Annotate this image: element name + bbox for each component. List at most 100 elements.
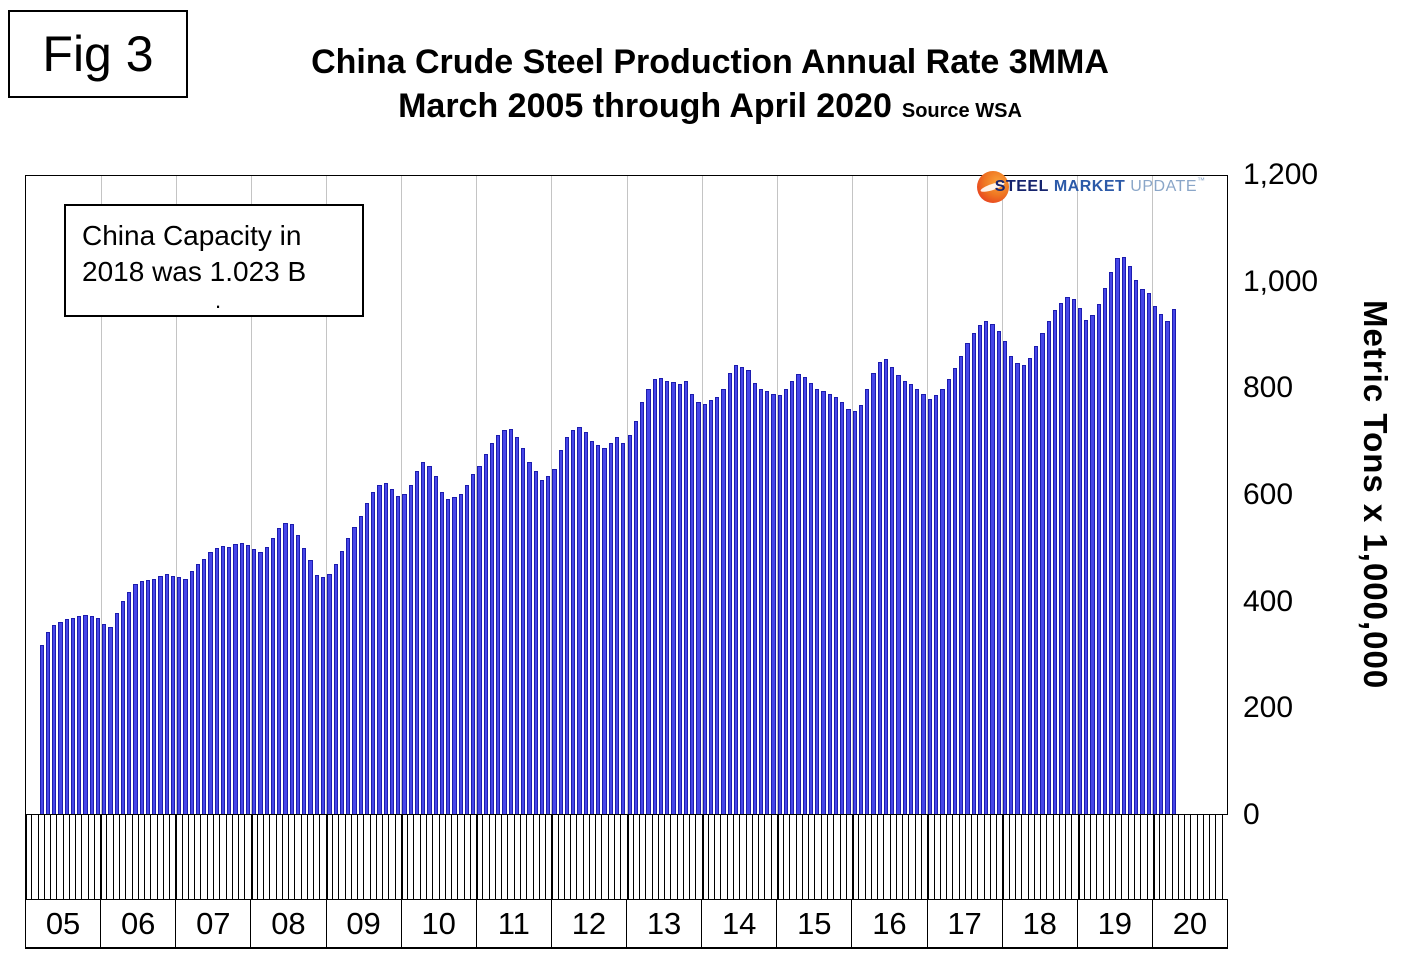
month-tick [125, 815, 127, 899]
bar-month [346, 537, 351, 814]
bar-month [152, 579, 157, 814]
month-tick [682, 815, 684, 899]
bar-month [245, 544, 251, 814]
bar-month [227, 547, 232, 814]
month-tick [808, 815, 810, 899]
y-tick-label: 1,200 [1243, 158, 1319, 191]
month-tick [62, 815, 64, 899]
bar-month [589, 440, 595, 814]
bar-month [521, 448, 526, 814]
month-tick [225, 815, 227, 899]
month-tick [776, 815, 779, 899]
bar-month [89, 616, 94, 814]
bar-month [871, 372, 876, 814]
month-tick [720, 815, 722, 899]
bar-month [1059, 302, 1064, 814]
month-tick [532, 815, 534, 899]
month-tick [131, 815, 133, 899]
bar-month [790, 380, 795, 814]
bar-month [1165, 320, 1170, 814]
y-tick-label: 400 [1243, 584, 1294, 618]
month-tick [1008, 815, 1010, 899]
month-tick [513, 815, 515, 899]
bar-month [1027, 357, 1033, 814]
month-tick [889, 815, 891, 899]
bar-month [708, 400, 714, 814]
bar-month [740, 367, 745, 814]
month-tick [332, 815, 334, 899]
bar-month [539, 480, 545, 814]
month-tick [801, 815, 803, 899]
month-tick [595, 815, 597, 899]
bar-month [883, 359, 889, 814]
title-line2-text: March 2005 through April 2020 [398, 87, 892, 126]
y-axis-title: Metric Tons x 1,000,000 [1357, 300, 1394, 690]
bar-month [746, 370, 751, 814]
month-tick [313, 815, 315, 899]
month-tick [281, 815, 283, 899]
year-gridline [251, 176, 253, 814]
bar-month [1090, 315, 1095, 814]
bar-month [39, 644, 44, 814]
bar-month [721, 388, 726, 814]
bar-month [1140, 288, 1145, 814]
year-gridline [776, 176, 778, 814]
bar-month [552, 469, 557, 814]
year-gridline [326, 176, 328, 814]
year-label: 05 [26, 900, 102, 947]
bar-month [270, 537, 276, 814]
chart-title: China Crude Steel Production Annual Rate… [0, 40, 1420, 128]
month-tick [1134, 815, 1136, 899]
year-gridline [701, 176, 703, 814]
month-tick [626, 815, 629, 899]
y-axis-ticks: 0 200 400 600 800 1,000 1,200 [1243, 158, 1353, 831]
month-tick [288, 815, 290, 899]
bar-month [583, 432, 588, 814]
month-tick [169, 815, 171, 899]
bar-month [683, 380, 689, 814]
year-label: 09 [327, 900, 402, 947]
bar-month [177, 576, 182, 814]
month-tick [81, 815, 83, 899]
month-tick [707, 815, 709, 899]
month-tick [357, 815, 359, 899]
bar-month [120, 601, 126, 814]
bar-month [1084, 319, 1089, 814]
annotation-box: China Capacity in 2018 was 1.023 B . [64, 204, 364, 317]
month-tick [920, 815, 922, 899]
bar-month [840, 401, 845, 814]
month-tick [206, 815, 208, 899]
bar-month [577, 426, 582, 814]
year-gridline [476, 176, 478, 814]
bar-month [1159, 314, 1164, 814]
month-tick [244, 815, 246, 899]
bar-month [189, 570, 194, 814]
logo-word-market: MARKET [1053, 178, 1126, 195]
bar-month [796, 373, 801, 814]
year-gridline [1076, 176, 1078, 814]
bar-month [195, 564, 201, 814]
year-gridline [101, 176, 103, 814]
bar-month [452, 497, 457, 814]
y-tick-label: 800 [1243, 371, 1294, 405]
bar-month [965, 343, 970, 814]
month-tick [413, 815, 415, 899]
month-tick [958, 815, 960, 899]
logo-word-steel: STEEL [994, 178, 1049, 195]
month-tick [68, 815, 70, 899]
bar-month [896, 375, 901, 814]
logo-trademark: ™ [1197, 176, 1205, 185]
bar-month [727, 372, 732, 814]
month-tick [256, 815, 258, 899]
year-gridline [551, 176, 553, 814]
month-tick [162, 815, 164, 899]
y-tick-label: 0 [1243, 798, 1260, 831]
annotation-line1: China Capacity in [82, 220, 302, 251]
month-tick [1046, 815, 1048, 899]
month-tick [325, 815, 328, 899]
bar-month [502, 430, 507, 814]
month-tick [570, 815, 572, 899]
month-tick [50, 815, 52, 899]
month-tick [463, 815, 465, 899]
bar-month [408, 485, 413, 814]
